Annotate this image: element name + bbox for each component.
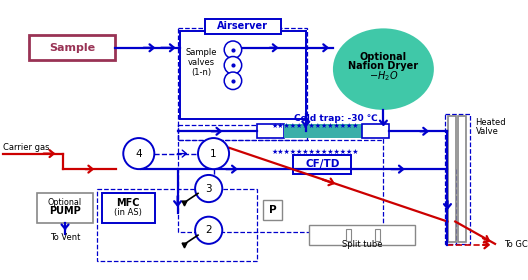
Ellipse shape bbox=[333, 28, 434, 110]
Text: Cold trap: -30 ℃: Cold trap: -30 ℃ bbox=[294, 114, 378, 123]
Text: Heated: Heated bbox=[476, 118, 506, 127]
Bar bbox=[458, 116, 466, 242]
Bar bbox=[293, 155, 351, 174]
Text: (1-n): (1-n) bbox=[191, 67, 211, 76]
Circle shape bbox=[224, 57, 242, 74]
Text: $-H_2O$: $-H_2O$ bbox=[369, 69, 398, 83]
Bar bbox=[263, 200, 282, 220]
Bar bbox=[97, 188, 257, 261]
Text: 1: 1 bbox=[210, 149, 217, 158]
Text: P: P bbox=[269, 205, 277, 215]
Text: 3: 3 bbox=[205, 183, 212, 193]
Bar bbox=[177, 28, 307, 140]
Circle shape bbox=[198, 138, 229, 169]
Bar bbox=[375, 229, 381, 241]
Text: Sample: Sample bbox=[185, 48, 216, 57]
Text: ★★★★★★★★★★★★★★: ★★★★★★★★★★★★★★ bbox=[272, 149, 359, 155]
Text: (in AS): (in AS) bbox=[114, 208, 142, 217]
Text: MFC: MFC bbox=[116, 198, 140, 208]
Text: 2: 2 bbox=[205, 225, 212, 235]
Text: Nafion Dryer: Nafion Dryer bbox=[348, 61, 419, 71]
Text: Optional: Optional bbox=[48, 198, 82, 207]
Bar bbox=[180, 31, 306, 119]
Circle shape bbox=[195, 217, 222, 244]
Text: PUMP: PUMP bbox=[49, 206, 81, 216]
Bar bbox=[205, 19, 280, 34]
Bar bbox=[345, 229, 351, 241]
Circle shape bbox=[224, 72, 242, 90]
Bar bbox=[285, 125, 362, 138]
Text: Carrier gas: Carrier gas bbox=[3, 143, 50, 152]
Text: To Vent: To Vent bbox=[50, 233, 80, 242]
Bar bbox=[177, 125, 383, 232]
Circle shape bbox=[195, 175, 222, 202]
Text: Airserver: Airserver bbox=[217, 22, 268, 31]
Bar bbox=[362, 125, 389, 138]
Text: To GC: To GC bbox=[504, 240, 527, 249]
Text: Split tube: Split tube bbox=[342, 240, 382, 249]
Text: valves: valves bbox=[187, 58, 214, 67]
Bar bbox=[257, 125, 285, 138]
Text: Valve: Valve bbox=[476, 127, 498, 136]
Bar bbox=[102, 193, 155, 223]
Circle shape bbox=[224, 41, 242, 59]
Text: ★★★★★★★★★★★★★★: ★★★★★★★★★★★★★★ bbox=[272, 123, 359, 129]
Text: Optional: Optional bbox=[360, 52, 407, 62]
Bar bbox=[448, 116, 456, 242]
Circle shape bbox=[123, 138, 154, 169]
Text: 4: 4 bbox=[136, 149, 142, 158]
Bar bbox=[445, 114, 470, 244]
Bar bbox=[309, 225, 416, 245]
Text: CF/TD: CF/TD bbox=[305, 159, 340, 169]
Text: Sample: Sample bbox=[49, 43, 95, 53]
Bar bbox=[37, 193, 93, 223]
Bar bbox=[29, 35, 115, 60]
